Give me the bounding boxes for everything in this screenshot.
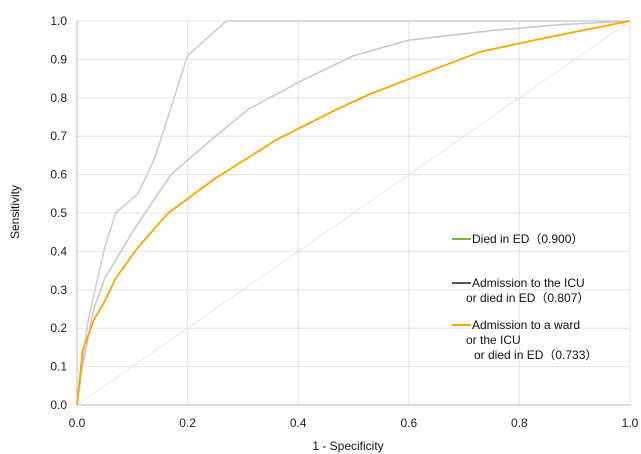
x-tick-label: 0.6: [400, 416, 417, 430]
x-tick-label: 0.4: [290, 416, 307, 430]
legend-label: Admission to the ICU or died in ED（0.807）: [466, 276, 589, 305]
x-tick-label: 0.0: [69, 416, 86, 430]
roc-curve-3: [76, 20, 631, 406]
y-tick-label: 1.0: [50, 14, 67, 28]
y-tick-label: 0.7: [50, 129, 67, 143]
legend: Died in ED（0.900） Admission to the ICU or …: [452, 232, 597, 362]
x-tick-label: 0.2: [179, 416, 196, 430]
x-axis-title: 1 - Specificity: [312, 439, 383, 453]
x-tick-label: 1.0: [622, 416, 639, 430]
tick-labels: 0.0 0.1 0.2 0.3 0.4 0.5 0.6 0.7 0.8 0.9 1.0 0.0 0.2 0…: [50, 14, 638, 430]
legend-label: Admission to a ward or the ICU or died in …: [466, 318, 597, 362]
reference-diagonal-line: [76, 20, 631, 406]
roc-curve-2: [76, 20, 631, 406]
y-tick-label: 0.3: [50, 283, 67, 297]
y-tick-label: 0.8: [50, 91, 67, 105]
y-tick-label: 0.5: [50, 206, 67, 220]
y-tick-label: 0.6: [50, 168, 67, 182]
x-tick-label: 0.8: [511, 416, 528, 430]
legend-label: Died in ED（0.900）: [472, 232, 583, 246]
series-lines: [76, 20, 631, 406]
y-tick-label: 0.9: [50, 52, 67, 66]
y-tick-label: 0.0: [50, 398, 67, 412]
y-tick-label: 0.1: [50, 360, 67, 374]
y-axis-title: Sensitivity: [8, 185, 22, 239]
y-tick-label: 0.4: [50, 244, 67, 258]
y-tick-label: 0.2: [50, 321, 67, 335]
